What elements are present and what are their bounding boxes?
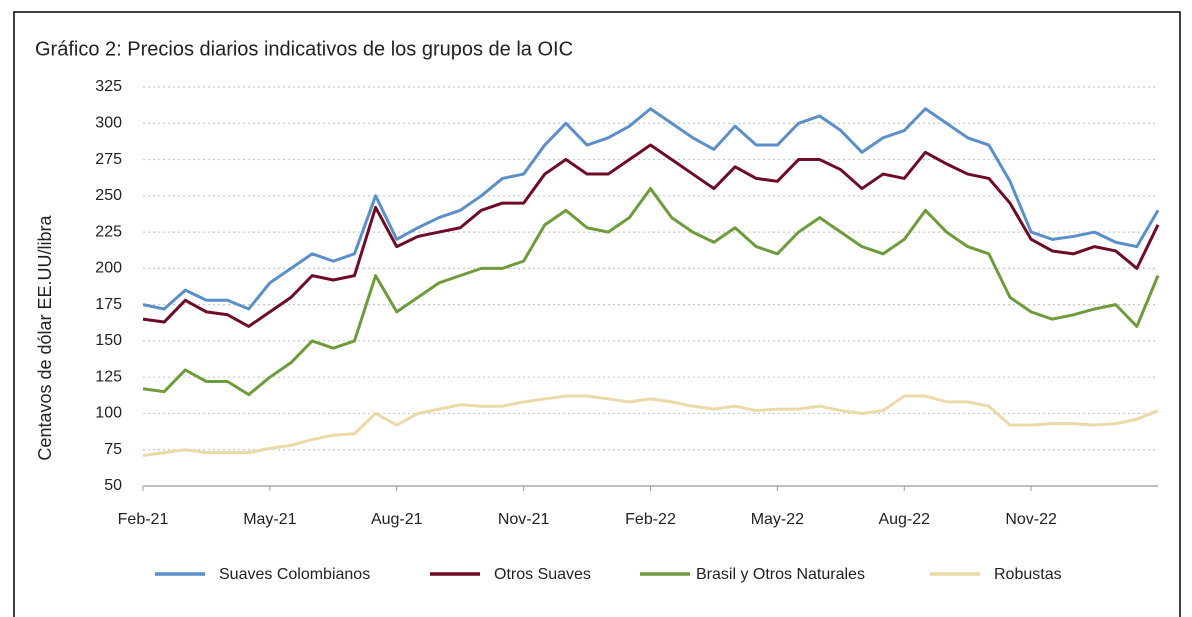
y-axis-label: Centavos de dólar EE.UU/libra (35, 214, 55, 460)
x-tick-label: Nov-21 (498, 511, 550, 528)
y-tick-label: 175 (95, 296, 122, 313)
x-tick-label: Aug-21 (371, 511, 423, 528)
series-line (142, 394, 1159, 458)
legend-label: Robustas (994, 566, 1062, 583)
frame (13, 11, 1181, 617)
chart-title: Gráfico 2: Precios diarios indicativos d… (35, 38, 573, 60)
y-tick-label: 275 (95, 151, 122, 168)
y-tick-label: 150 (95, 332, 122, 349)
y-tick-label: 250 (95, 187, 122, 204)
legend-label: Brasil y Otros Naturales (696, 566, 865, 583)
y-tick-label: 200 (95, 260, 122, 277)
y-tick-label: 75 (104, 441, 122, 458)
x-tick-label: Feb-22 (625, 511, 676, 528)
series-line (142, 107, 1160, 311)
y-tick-label: 50 (104, 477, 122, 494)
x-tick-label: Nov-22 (1005, 511, 1057, 528)
y-tick-label: 225 (95, 223, 122, 240)
y-tick-label: 100 (95, 405, 122, 422)
x-tick-label: Aug-22 (878, 511, 930, 528)
legend-label: Suaves Colombianos (219, 566, 370, 583)
y-tick-label: 300 (95, 114, 122, 131)
series-line (142, 143, 1160, 328)
x-tick-label: Feb-21 (118, 511, 169, 528)
y-tick-label: 325 (95, 78, 122, 95)
series-line (142, 187, 1160, 397)
legend-label: Otros Suaves (494, 566, 591, 583)
x-tick-label: May-21 (243, 511, 296, 528)
y-tick-label: 125 (95, 368, 122, 385)
x-tick-label: May-22 (751, 511, 804, 528)
